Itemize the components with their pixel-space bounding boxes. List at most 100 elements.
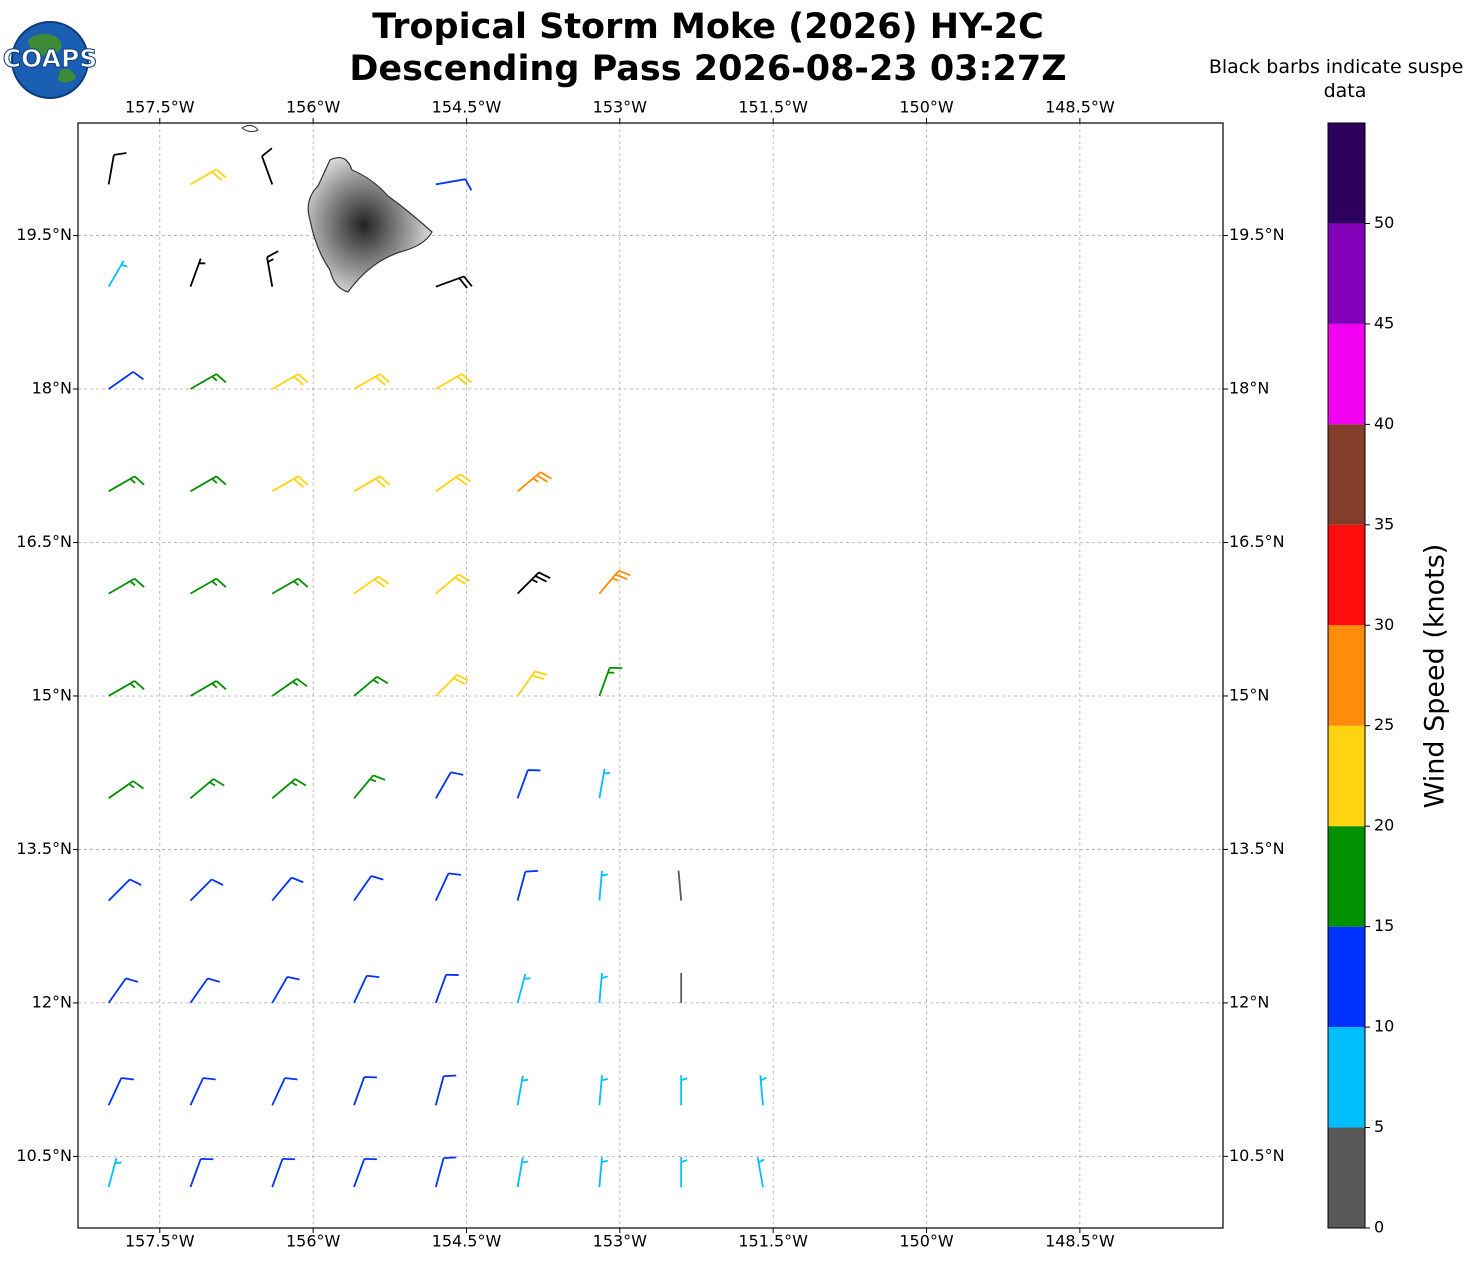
wind-barb — [190, 373, 227, 390]
wind-barb — [107, 1157, 122, 1188]
x-tick-label: 153°W — [593, 98, 648, 117]
wind-barb — [190, 168, 227, 186]
wind-barb — [435, 373, 472, 390]
wind-barb — [434, 872, 462, 901]
wind-barb — [759, 1075, 767, 1106]
wind-barb — [271, 1157, 296, 1188]
wind-barb — [435, 473, 472, 493]
wind-barb — [189, 258, 206, 288]
wind-barb — [353, 373, 391, 390]
wind-barb — [598, 569, 631, 595]
colorbar-tick-label: 25 — [1374, 715, 1394, 734]
wind-barb — [271, 373, 309, 390]
colorbar-label: Wind Speed (knots) — [1420, 544, 1451, 809]
wind-barb — [435, 275, 473, 289]
x-tick-label: 154.5°W — [432, 98, 502, 117]
wind-barb — [271, 1077, 298, 1106]
wind-barb — [598, 666, 623, 697]
colorbar-segment — [1328, 123, 1365, 224]
y-tick-label: 18°N — [1229, 379, 1269, 398]
wind-barb — [680, 1157, 688, 1188]
wind-barb — [108, 780, 144, 800]
y-tick-label: 13.5°N — [1229, 839, 1285, 858]
wind-barb — [271, 577, 309, 595]
colorbar-segment — [1328, 826, 1365, 927]
y-tick-label: 19.5°N — [1229, 225, 1285, 244]
x-tick-label: 153°W — [593, 1232, 648, 1251]
wind-barb — [271, 678, 308, 697]
wind-barb — [435, 573, 471, 595]
y-tick-label: 15°N — [1229, 685, 1269, 704]
wind-barb — [190, 680, 227, 697]
colorbar-segment — [1328, 725, 1365, 827]
wind-barb — [189, 878, 224, 902]
y-tick-label: 10.5°N — [1229, 1146, 1285, 1165]
colorbar-segment — [1328, 223, 1365, 324]
colorbar-segment — [1328, 323, 1365, 425]
wind-barb — [435, 771, 464, 799]
colorbar-tick-label: 35 — [1374, 514, 1394, 533]
wind-barb — [189, 977, 221, 1004]
wind-barb — [435, 673, 469, 697]
colorbar-segment — [1328, 424, 1365, 525]
wind-barb — [516, 973, 531, 1004]
chart-title: Tropical Storm Moke (2026) HY-2C — [372, 7, 1044, 47]
wind-barb — [108, 475, 145, 493]
wind-barb — [353, 1157, 377, 1188]
suspect-note: Black barbs indicate suspect data — [1209, 56, 1464, 102]
y-tick-label: 12°N — [1229, 992, 1269, 1011]
island-maui — [241, 124, 259, 133]
wind-barb — [107, 260, 128, 288]
wind-barb — [353, 475, 391, 493]
y-tick-label: 12°N — [32, 992, 72, 1011]
x-tick-label: 151.5°W — [738, 1232, 808, 1251]
logo: COAPS — [2, 21, 98, 99]
colorbar-tick-label: 50 — [1374, 213, 1394, 232]
logo-text: COAPS — [3, 44, 98, 73]
colorbar-tick-label: 30 — [1374, 615, 1394, 634]
wind-barb — [108, 680, 145, 697]
wind-barb — [516, 1075, 529, 1106]
colorbar-tick-label: 15 — [1374, 916, 1394, 935]
wind-barb — [677, 870, 683, 901]
wind-barb — [189, 1077, 216, 1106]
wind-barb — [189, 778, 225, 799]
colorbar: 0 5 10 15 20 25 30 35 40 45 50 — [1327, 122, 1394, 1237]
y-tick-label: 16.5°N — [16, 532, 72, 551]
colorbar-tick-label: 40 — [1374, 414, 1394, 433]
wind-barb — [190, 577, 227, 595]
y-tick-label: 16.5°N — [1229, 532, 1285, 551]
colorbar-tick-label: 10 — [1374, 1017, 1394, 1036]
wind-barb — [107, 152, 127, 185]
wind-barb — [261, 147, 274, 185]
x-tick-label: 148.5°W — [1045, 98, 1115, 117]
colorbar-tick-label: 0 — [1374, 1218, 1384, 1237]
wind-barb — [517, 471, 552, 493]
colorbar-segment — [1328, 1027, 1365, 1128]
wind-barb — [598, 972, 608, 1003]
wind-barb — [190, 475, 227, 493]
colorbar-segment — [1328, 1127, 1365, 1228]
y-tick-label: 13.5°N — [16, 839, 72, 858]
x-tick-label: 156°W — [286, 98, 341, 117]
wind-barb — [516, 1157, 529, 1188]
x-tick-label: 150°W — [899, 98, 954, 117]
x-tick-label: 150°W — [899, 1232, 954, 1251]
wind-barb — [680, 1075, 688, 1106]
wind-barb — [107, 977, 139, 1004]
wind-barb — [353, 774, 386, 799]
wind-barb — [598, 768, 611, 799]
wind-barb — [353, 1076, 377, 1106]
chart-subtitle: Descending Pass 2026-08-23 03:27Z — [349, 49, 1066, 89]
wind-barb — [353, 875, 384, 902]
wind-barb — [756, 1157, 765, 1188]
wind-barb — [434, 973, 459, 1004]
wind-barb — [516, 769, 541, 799]
colorbar-segment — [1328, 524, 1365, 626]
colorbar-tick-label: 45 — [1374, 313, 1394, 332]
x-tick-label: 157.5°W — [125, 98, 195, 117]
x-tick-label: 157.5°W — [125, 1232, 195, 1251]
island-hawaii — [307, 157, 433, 293]
colorbar-segment — [1328, 625, 1365, 726]
